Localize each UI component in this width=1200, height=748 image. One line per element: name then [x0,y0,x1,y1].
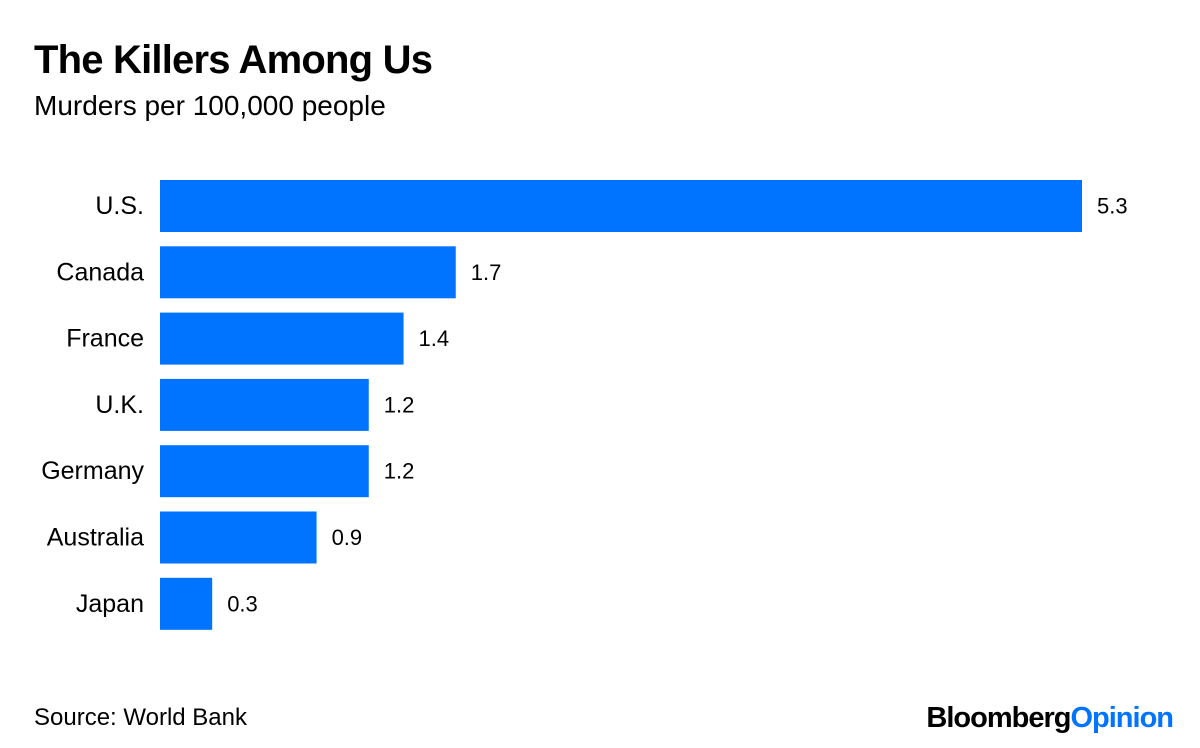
value-label-u-s: 5.3 [1097,194,1128,219]
bloomberg-opinion-logo: BloombergOpinion [926,700,1174,736]
bar-australia [160,511,317,564]
category-label-u-k: U.K. [95,391,144,419]
value-label-france: 1.4 [419,326,450,351]
chart-subtitle: Murders per 100,000 people [34,90,386,121]
bar-u-k [160,378,369,431]
category-label-france: France [66,325,144,353]
bar-chart: U.S. Canada France U.K. Germany Australia Japa… [41,180,1128,630]
category-label-australia: Australia [47,524,144,552]
bar-japan [160,577,213,630]
bar-germany [160,445,369,498]
category-labels: U.S. Canada France U.K. Germany Australia Japa… [41,192,144,618]
bar-france [160,312,404,365]
bar-u-s [160,180,1082,232]
value-label-canada: 1.7 [471,260,502,285]
bars-layer [160,180,1082,630]
source-note: Source: World Bank [34,704,247,731]
category-label-u-s: U.S. [95,192,144,220]
value-label-australia: 0.9 [332,525,363,550]
category-label-canada: Canada [56,258,144,286]
chart-title: The Killers Among Us [34,38,433,82]
value-label-germany: 1.2 [384,459,415,484]
brand-primary: Bloomberg [926,702,1071,734]
value-labels: 5.3 1.7 1.4 1.2 1.2 0.9 0.3 [227,194,1127,617]
value-label-u-k: 1.2 [384,392,415,417]
bar-canada [160,246,456,299]
category-label-germany: Germany [41,457,144,485]
value-label-japan: 0.3 [227,591,258,616]
category-label-japan: Japan [76,590,144,618]
brand-accent: Opinion [1070,702,1174,734]
